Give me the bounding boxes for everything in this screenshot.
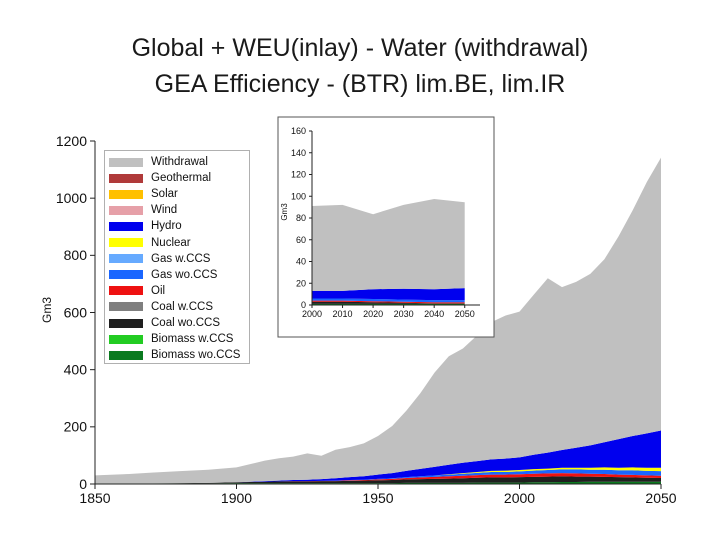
- main-chart-tick-labels: 0 200 400 600 800 1000 1200 1850 1900 1950 2000 205…: [56, 133, 677, 506]
- legend-item-biomass-wo-ccs: Biomass wo.CCS: [109, 347, 240, 363]
- legend-label: Biomass wo.CCS: [151, 349, 241, 362]
- main-area-biomass-wo-ccs: [95, 481, 661, 484]
- chart-title-line-1: Global + WEU(inlay) - Water (withdrawal): [131, 34, 589, 62]
- main-x-tick-label: 2050: [645, 490, 676, 506]
- main-y-tick-label: 400: [64, 362, 88, 378]
- chart-legend: Withdrawal Geothermal Solar Wind Hydro Nuclea…: [104, 150, 250, 364]
- main-x-tick-label: 1950: [362, 490, 393, 506]
- main-x-tick-label: 1850: [79, 490, 110, 506]
- legend-label: Gas wo.CCS: [151, 268, 218, 281]
- legend-label: Withdrawal: [151, 156, 208, 168]
- main-y-tick-label: 1200: [56, 133, 87, 149]
- main-y-tick-label: 0: [79, 476, 87, 492]
- legend-item-oil: Oil: [109, 283, 165, 299]
- legend-swatch: [109, 350, 143, 360]
- main-chart-areas: [95, 157, 661, 484]
- main-y-tick-label: 1000: [56, 190, 87, 206]
- legend-item-solar: Solar: [109, 186, 178, 202]
- legend-label: Coal wo.CCS: [151, 317, 221, 329]
- legend-label: Gas w.CCS: [151, 252, 211, 265]
- legend-label: Hydro: [151, 220, 182, 233]
- legend-item-gas-wo-ccs: Gas wo.CCS: [109, 267, 217, 283]
- legend-swatch: [109, 254, 143, 264]
- main-area-withdrawal: [95, 157, 661, 484]
- legend-swatch: [109, 270, 143, 280]
- legend-swatch: [109, 334, 143, 344]
- legend-swatch: [109, 157, 143, 167]
- main-area-gas-wo-ccs: [95, 469, 661, 484]
- legend-label: Solar: [151, 188, 178, 201]
- main-x-tick-label: 1900: [221, 490, 252, 506]
- chart-title-line-2: GEA Efficiency - (BTR) lim.BE, lim.IR: [154, 70, 566, 98]
- legend-label: Oil: [151, 284, 166, 297]
- legend-item-coal-w-ccs: Coal w.CCS: [109, 299, 213, 315]
- main-x-tick-label: 2000: [504, 490, 535, 506]
- legend-item-gas-w-ccs: Gas w.CCS: [109, 251, 210, 267]
- legend-label: Nuclear: [151, 236, 191, 249]
- legend-item-hydro: Hydro: [109, 218, 182, 234]
- main-area-nuclear: [95, 467, 661, 484]
- legend-swatch: [109, 238, 143, 247]
- main-y-tick-label: 800: [64, 247, 88, 263]
- legend-item-wind: Wind: [109, 202, 177, 218]
- main-area-hydro: [95, 430, 661, 484]
- legend-swatch: [109, 286, 143, 296]
- legend-label: Geothermal: [151, 172, 212, 185]
- legend-item-withdrawal: Withdrawal: [109, 154, 208, 170]
- main-chart-axes: [90, 140, 662, 489]
- main-area-coal-wo-ccs: [95, 476, 661, 484]
- legend-swatch: [109, 221, 143, 231]
- legend-swatch: [109, 318, 143, 328]
- main-area-oil: [95, 473, 661, 484]
- legend-item-geothermal: Geothermal: [109, 170, 211, 186]
- legend-item-biomass-w-ccs: Biomass w.CCS: [109, 331, 233, 347]
- legend-item-coal-wo-ccs: Coal wo.CCS: [109, 315, 220, 331]
- main-y-tick-label: 600: [64, 304, 88, 320]
- legend-swatch: [109, 189, 143, 199]
- legend-label: Wind: [151, 204, 178, 217]
- main-y-tick-label: 200: [64, 419, 88, 435]
- legend-swatch: [109, 302, 143, 312]
- legend-item-nuclear: Nuclear: [109, 235, 191, 251]
- legend-label: Coal w.CCS: [151, 300, 213, 313]
- legend-swatch: [109, 205, 143, 215]
- legend-label: Biomass w.CCS: [151, 333, 234, 346]
- main-y-axis-label: Gm3: [40, 297, 54, 323]
- legend-swatch: [109, 173, 143, 183]
